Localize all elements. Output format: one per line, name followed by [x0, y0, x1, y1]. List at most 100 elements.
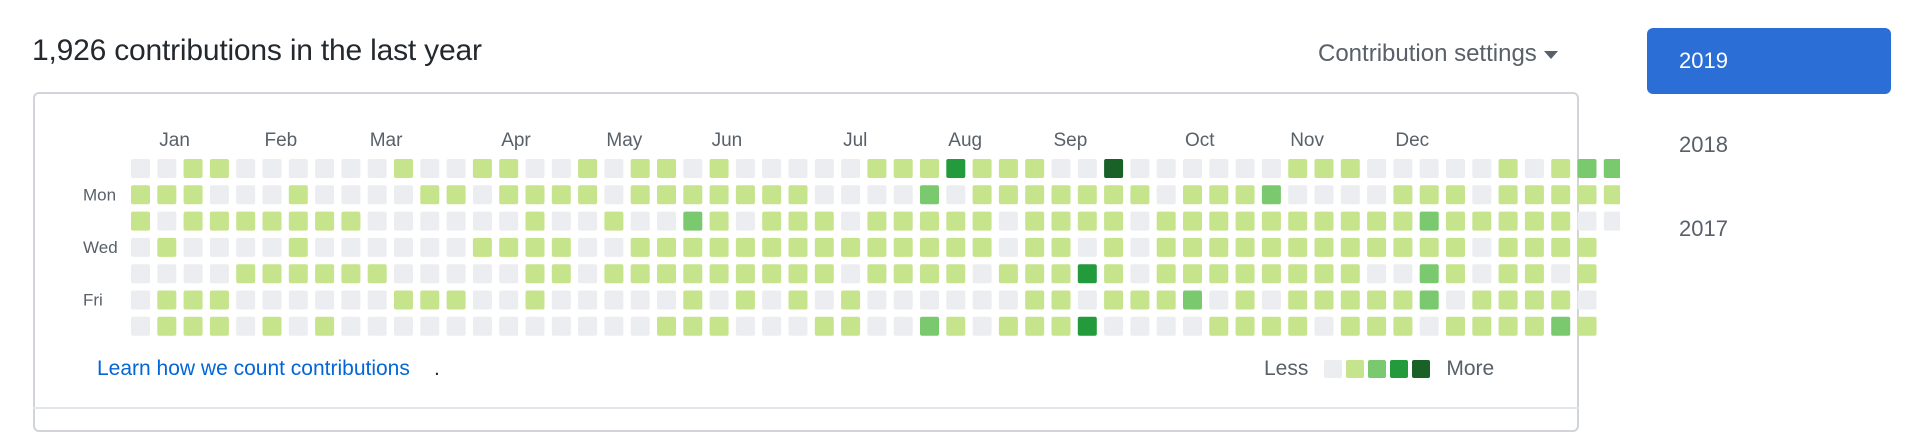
day-cell[interactable] [472, 316, 492, 336]
day-cell[interactable] [499, 185, 519, 205]
day-cell[interactable] [525, 211, 545, 231]
day-cell[interactable] [604, 264, 624, 284]
day-cell[interactable] [1393, 237, 1413, 257]
day-cell[interactable] [209, 237, 229, 257]
day-cell[interactable] [262, 211, 282, 231]
day-cell[interactable] [1419, 264, 1439, 284]
day-cell[interactable] [341, 316, 361, 336]
day-cell[interactable] [472, 290, 492, 310]
day-cell[interactable] [604, 237, 624, 257]
day-cell[interactable] [1104, 159, 1124, 178]
day-cell[interactable] [1261, 159, 1281, 178]
day-cell[interactable] [1524, 185, 1544, 205]
day-cell[interactable] [1419, 237, 1439, 257]
day-cell[interactable] [630, 237, 650, 257]
day-cell[interactable] [683, 211, 703, 231]
day-cell[interactable] [1472, 290, 1492, 310]
day-cell[interactable] [1340, 264, 1360, 284]
day-cell[interactable] [1314, 316, 1334, 336]
day-cell[interactable] [1367, 316, 1387, 336]
day-cell[interactable] [551, 290, 571, 310]
day-cell[interactable] [1104, 316, 1124, 336]
day-cell[interactable] [394, 159, 413, 178]
day-cell[interactable] [762, 290, 782, 310]
contribution-settings-dropdown[interactable]: Contribution settings [1318, 40, 1558, 68]
day-cell[interactable] [867, 290, 887, 310]
day-cell[interactable] [236, 316, 256, 336]
day-cell[interactable] [131, 237, 150, 257]
day-cell[interactable] [1051, 290, 1071, 310]
day-cell[interactable] [525, 237, 545, 257]
day-cell[interactable] [472, 211, 492, 231]
day-cell[interactable] [1577, 316, 1597, 336]
day-cell[interactable] [683, 264, 703, 284]
day-cell[interactable] [315, 237, 335, 257]
day-cell[interactable] [1603, 185, 1620, 205]
day-cell[interactable] [1551, 290, 1571, 310]
day-cell[interactable] [131, 316, 150, 336]
day-cell[interactable] [1393, 185, 1413, 205]
day-cell[interactable] [972, 185, 992, 205]
day-cell[interactable] [788, 211, 808, 231]
day-cell[interactable] [131, 290, 150, 310]
day-cell[interactable] [288, 237, 308, 257]
day-cell[interactable] [893, 264, 913, 284]
day-cell[interactable] [998, 159, 1018, 178]
day-cell[interactable] [446, 264, 466, 284]
day-cell[interactable] [920, 290, 939, 310]
day-cell[interactable] [209, 316, 229, 336]
day-cell[interactable] [657, 211, 676, 231]
day-cell[interactable] [1314, 185, 1334, 205]
day-cell[interactable] [1393, 290, 1413, 310]
day-cell[interactable] [131, 264, 150, 284]
day-cell[interactable] [525, 185, 545, 205]
day-cell[interactable] [367, 159, 387, 178]
day-cell[interactable] [367, 316, 387, 336]
day-cell[interactable] [367, 237, 387, 257]
day-cell[interactable] [1077, 159, 1097, 178]
day-cell[interactable] [788, 159, 808, 178]
day-cell[interactable] [420, 264, 440, 284]
day-cell[interactable] [288, 264, 308, 284]
day-cell[interactable] [446, 185, 466, 205]
day-cell[interactable] [341, 211, 361, 231]
day-cell[interactable] [1235, 237, 1255, 257]
day-cell[interactable] [578, 159, 598, 178]
day-cell[interactable] [446, 316, 466, 336]
day-cell[interactable] [1577, 159, 1597, 178]
year-2017-link[interactable]: 2017 [1679, 216, 1728, 241]
day-cell[interactable] [1446, 211, 1465, 231]
day-cell[interactable] [446, 237, 466, 257]
day-cell[interactable] [578, 237, 598, 257]
day-cell[interactable] [262, 264, 282, 284]
day-cell[interactable] [1025, 264, 1045, 284]
day-cell[interactable] [1025, 290, 1045, 310]
day-cell[interactable] [1419, 316, 1439, 336]
day-cell[interactable] [1314, 237, 1334, 257]
day-cell[interactable] [1209, 237, 1229, 257]
day-cell[interactable] [1524, 211, 1544, 231]
day-cell[interactable] [657, 159, 676, 178]
day-cell[interactable] [735, 185, 755, 205]
day-cell[interactable] [446, 290, 466, 310]
day-cell[interactable] [972, 290, 992, 310]
day-cell[interactable] [1183, 211, 1202, 231]
day-cell[interactable] [683, 316, 703, 336]
day-cell[interactable] [709, 237, 729, 257]
day-cell[interactable] [525, 264, 545, 284]
day-cell[interactable] [578, 290, 598, 310]
day-cell[interactable] [1446, 264, 1465, 284]
day-cell[interactable] [209, 159, 229, 178]
day-cell[interactable] [236, 264, 256, 284]
day-cell[interactable] [946, 290, 966, 310]
day-cell[interactable] [762, 237, 782, 257]
day-cell[interactable] [762, 211, 782, 231]
day-cell[interactable] [998, 185, 1018, 205]
day-cell[interactable] [920, 316, 939, 336]
day-cell[interactable] [1235, 159, 1255, 178]
day-cell[interactable] [735, 211, 755, 231]
day-cell[interactable] [814, 185, 834, 205]
day-cell[interactable] [131, 211, 150, 231]
day-cell[interactable] [1393, 159, 1413, 178]
day-cell[interactable] [1156, 159, 1176, 178]
